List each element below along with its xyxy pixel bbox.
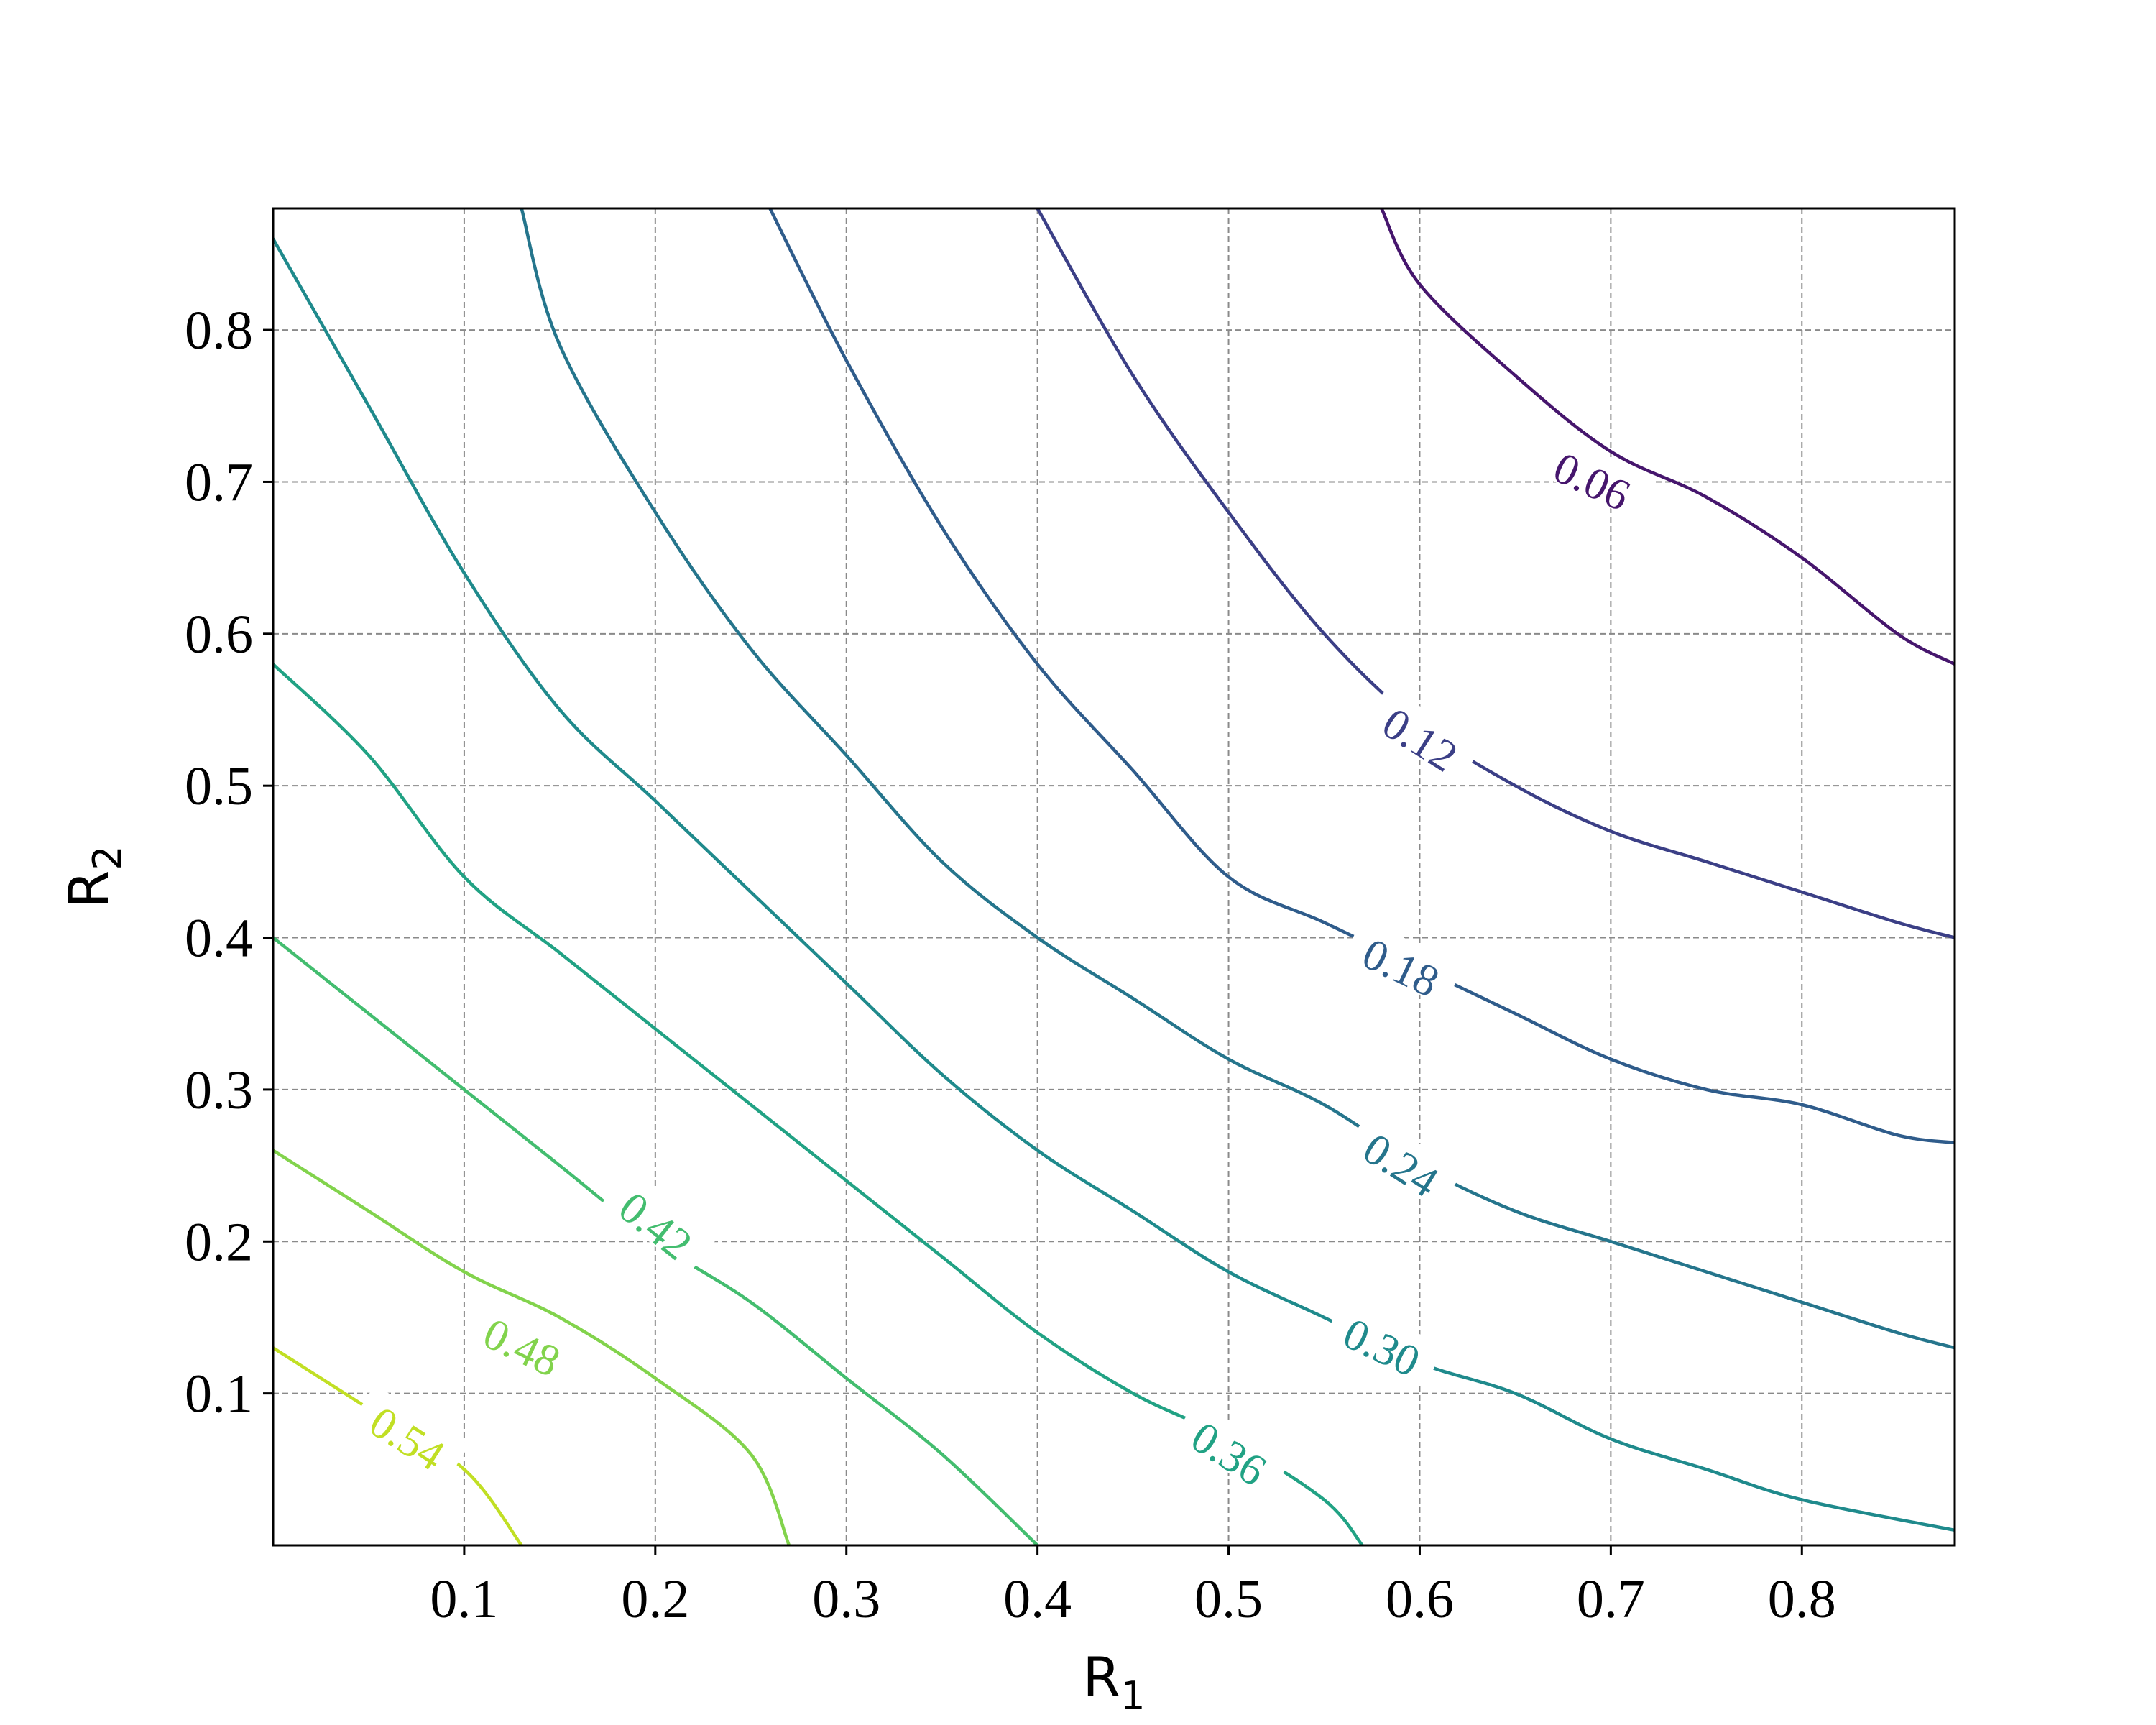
y-axis-label: R2 [57,845,130,908]
contour-label-group-0.48: 0.48 [464,1297,585,1386]
x-tick-label: 0.2 [621,1569,689,1629]
contour-label-bg [602,1169,717,1274]
x-tick-label: 0.7 [1577,1569,1645,1629]
x-tick-label: 0.4 [1003,1569,1072,1629]
x-tick-label: 0.1 [430,1569,498,1629]
tick-marks [263,328,1803,1555]
contour-label-group-0.12: 0.12 [1363,686,1483,784]
contour-label-bg [464,1297,585,1386]
y-tick-label: 0.3 [185,1060,253,1121]
x-tick-label: 0.6 [1386,1569,1454,1629]
contour-label-bg [1343,918,1464,1007]
contour-label-bg [1534,431,1655,520]
contour-label-bg [1172,1399,1291,1498]
contour-label-group-0.30: 0.30 [1324,1297,1445,1386]
y-tick-label: 0.2 [185,1212,253,1272]
contour-label-group-0.06: 0.06 [1534,431,1655,521]
contour-line-0.06 [1380,208,1955,666]
y-tick-label: 0.1 [185,1364,253,1425]
contour-line-0.30 [273,237,1955,1532]
contour-line-0.24 [520,208,1955,1350]
contour-line-0.12 [1036,208,1955,939]
x-tick-label: 0.3 [812,1569,880,1629]
contour-label-bg [1324,1297,1445,1386]
y-tick-label: 0.5 [185,756,253,816]
contour-label-group-0.18: 0.18 [1343,918,1464,1007]
contour-label-bg [1345,1110,1464,1210]
y-tick-labels: 0.1 0.2 0.3 0.4 0.5 0.6 0.7 0.8 [185,300,253,1425]
x-axis-label: R1 [1082,1645,1145,1719]
contour-line-0.18 [768,208,1955,1145]
x-tick-labels: 0.1 0.2 0.3 0.4 0.5 0.6 0.7 0.8 [430,1569,1835,1629]
contour-label-bg [351,1384,470,1483]
y-tick-label: 0.4 [185,908,253,969]
plot-frame [272,207,1956,1547]
contour-label-group-0.36: 0.36 [1172,1399,1291,1498]
contour-label-group-0.42: 0.42 [602,1169,717,1274]
contour-label-group-0.54: 0.54 [351,1384,470,1483]
x-tick-label: 0.5 [1194,1569,1263,1629]
contour-labels: 0.060.120.180.240.300.360.420.480.54 [351,431,1655,1498]
x-tick-label: 0.8 [1768,1569,1836,1629]
contour-label-bg [1363,686,1483,784]
y-tick-label: 0.7 [185,452,253,512]
contour-line-0.48 [273,1149,791,1545]
y-tick-label: 0.8 [185,300,253,361]
y-tick-label: 0.6 [185,604,253,665]
